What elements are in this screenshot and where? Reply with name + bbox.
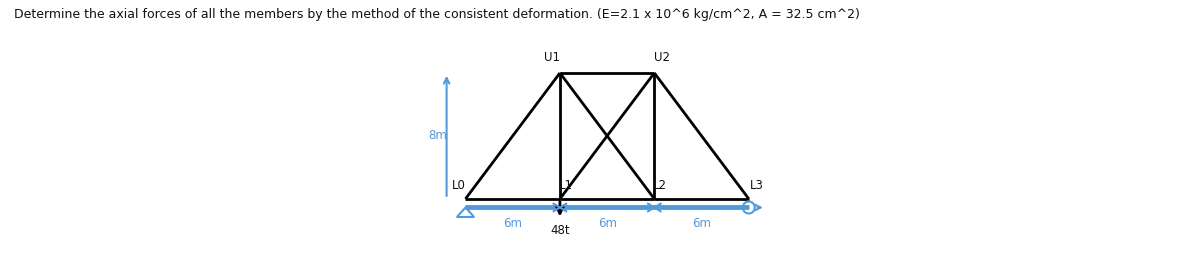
- Text: L3: L3: [750, 179, 763, 192]
- Text: L0: L0: [452, 179, 466, 192]
- Text: 8m: 8m: [428, 129, 448, 143]
- Text: U2: U2: [654, 51, 671, 64]
- Text: U1: U1: [544, 51, 560, 64]
- Text: 6m: 6m: [692, 217, 712, 230]
- Text: 6m: 6m: [503, 217, 522, 230]
- Text: L1: L1: [558, 179, 572, 192]
- Text: 6m: 6m: [598, 217, 617, 230]
- Text: 48t: 48t: [550, 224, 570, 237]
- Text: Determine the axial forces of all the members by the method of the consistent de: Determine the axial forces of all the me…: [14, 8, 860, 21]
- Text: L2: L2: [653, 179, 667, 192]
